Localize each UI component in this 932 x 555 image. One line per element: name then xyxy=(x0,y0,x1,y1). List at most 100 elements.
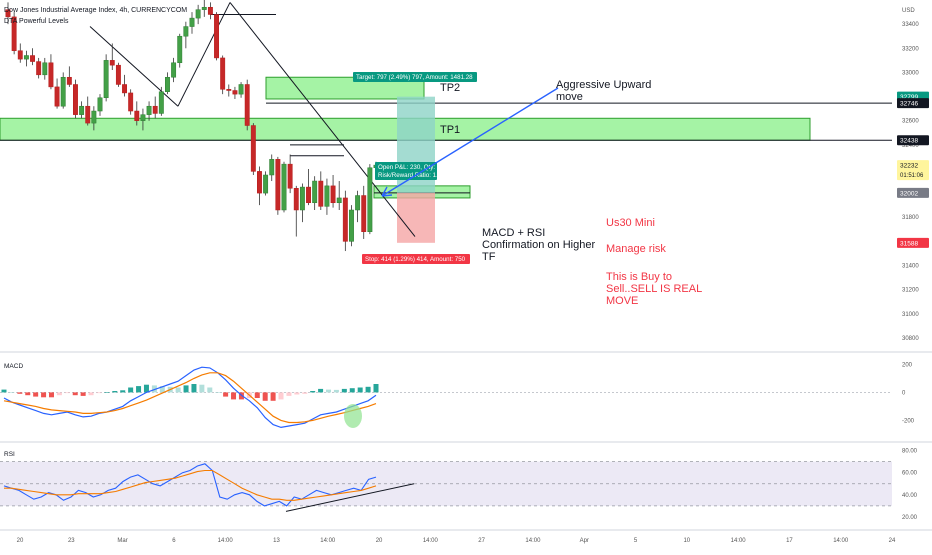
macd-histogram-bar xyxy=(357,387,363,393)
macd-histogram-bar xyxy=(199,384,205,393)
time-tick-label: 13 xyxy=(273,538,280,544)
price-axis-bg xyxy=(892,0,932,550)
stop-tag xyxy=(362,254,470,264)
macd-histogram-bar xyxy=(136,386,142,393)
macd-histogram-bar xyxy=(278,392,284,400)
macd-histogram-bar xyxy=(191,384,197,393)
price-tick-label: 32400 xyxy=(902,143,919,149)
candle-body xyxy=(275,159,281,211)
candle-body xyxy=(355,195,361,211)
candle-body xyxy=(140,114,146,121)
time-tick-label: 24 xyxy=(889,538,896,544)
annotation-sell: Sell..SELL IS REAL xyxy=(606,283,702,295)
candle-body xyxy=(263,174,269,194)
macd-histogram-bar xyxy=(41,392,47,398)
macd-histogram-bar xyxy=(72,392,78,396)
rsi-trendline xyxy=(285,483,415,512)
price-badge xyxy=(897,187,929,198)
time-tick-label: 17 xyxy=(786,538,793,544)
candle-body xyxy=(287,163,293,189)
candle-body xyxy=(171,62,177,78)
macd-histogram-bar xyxy=(365,386,371,393)
macd-histogram-bar xyxy=(341,388,347,393)
candle-body xyxy=(158,91,164,114)
time-tick-label: 14:00 xyxy=(833,538,849,544)
annotation-us30: Us30 Mini xyxy=(606,217,655,229)
time-tick-label: 14:00 xyxy=(525,538,541,544)
position-tag-text: Risk/Reward Ratio: 1.93 xyxy=(378,172,445,179)
stop-tag-text: Stop: 414 (1.29%) 414, Amount: 750 xyxy=(365,256,466,263)
candle-body xyxy=(318,180,324,207)
time-tick-label: 10 xyxy=(683,538,690,544)
time-tick-label: 14:00 xyxy=(320,538,336,544)
macd-histogram-bar xyxy=(151,385,157,393)
macd-histogram-bar xyxy=(1,389,7,393)
price-badge-text: 32746 xyxy=(900,101,918,108)
zone-label-tp1: TP1 xyxy=(440,124,460,136)
price-tick-label: 33000 xyxy=(902,70,919,76)
macd-histogram-bar xyxy=(373,384,379,393)
macd-histogram-bar xyxy=(17,392,23,394)
annotation-macd-rsi: TF xyxy=(482,251,496,263)
macd-histogram-bar xyxy=(9,392,15,393)
macd-histogram-bar xyxy=(183,385,189,393)
candle-body xyxy=(165,76,170,92)
annotation-macd-rsi: MACD + RSI xyxy=(482,227,545,239)
macd-histogram-bar xyxy=(302,392,308,394)
candle-body xyxy=(214,14,219,59)
candle-body xyxy=(324,185,330,207)
time-tick-label: 5 xyxy=(634,538,638,544)
time-tick-label: Mar xyxy=(117,538,127,544)
macd-histogram-bar xyxy=(104,392,110,393)
macd-histogram-bar xyxy=(207,387,213,393)
candle-body xyxy=(330,185,336,204)
macd-histogram-bar xyxy=(96,392,102,394)
candle-body xyxy=(97,97,103,112)
candle-body xyxy=(361,195,367,232)
candle-body xyxy=(79,105,85,115)
price-tick-label: 33200 xyxy=(902,46,919,52)
time-tick-label: 27 xyxy=(478,538,485,544)
macd-series-line xyxy=(3,366,377,429)
candle-body xyxy=(281,163,287,211)
candle-body xyxy=(42,62,48,76)
macd-tick-label: 200 xyxy=(902,362,913,368)
rsi-tick-label: 80.00 xyxy=(902,449,918,455)
price-badge xyxy=(897,98,929,109)
macd-histogram-bar xyxy=(254,392,260,398)
price-badge-text: 32232 xyxy=(900,163,918,170)
macd-histogram-bar xyxy=(33,392,39,397)
candle-body xyxy=(293,188,299,211)
macd-histogram-bar xyxy=(112,391,118,393)
annotation-macd-rsi: Confirmation on Higher xyxy=(482,239,595,251)
time-tick-label: 20 xyxy=(17,538,24,544)
position-tag-text: Open P&L: 230, Qty: 0 xyxy=(378,164,441,171)
rsi-title: RSI xyxy=(4,451,15,458)
candle-body xyxy=(152,105,158,114)
support-resistance-zone xyxy=(265,76,425,100)
macd-histogram-bar xyxy=(310,391,316,393)
candle-body xyxy=(201,6,207,10)
candle-body xyxy=(244,84,250,126)
candle-body xyxy=(232,90,238,95)
candle-body xyxy=(122,84,127,94)
candle-body xyxy=(103,60,109,99)
candle-body xyxy=(177,35,183,64)
annotation-arrow xyxy=(381,87,559,197)
candle-body xyxy=(11,16,17,51)
price-tick-label: 31000 xyxy=(902,312,919,318)
candle-body xyxy=(73,84,78,115)
annotation-aggressive: Aggressive Upward xyxy=(556,79,651,91)
price-badge-text: 31588 xyxy=(900,240,918,247)
rsi-series-line xyxy=(3,463,377,507)
candle-body xyxy=(17,50,23,60)
macd-histogram-bar xyxy=(143,384,149,393)
candle-body xyxy=(183,26,189,37)
candle-body xyxy=(134,110,140,121)
macd-histogram-bar xyxy=(286,392,292,396)
candle-body xyxy=(207,6,213,15)
macd-tick-label: -200 xyxy=(902,418,915,424)
macd-histogram-bar xyxy=(333,389,339,393)
